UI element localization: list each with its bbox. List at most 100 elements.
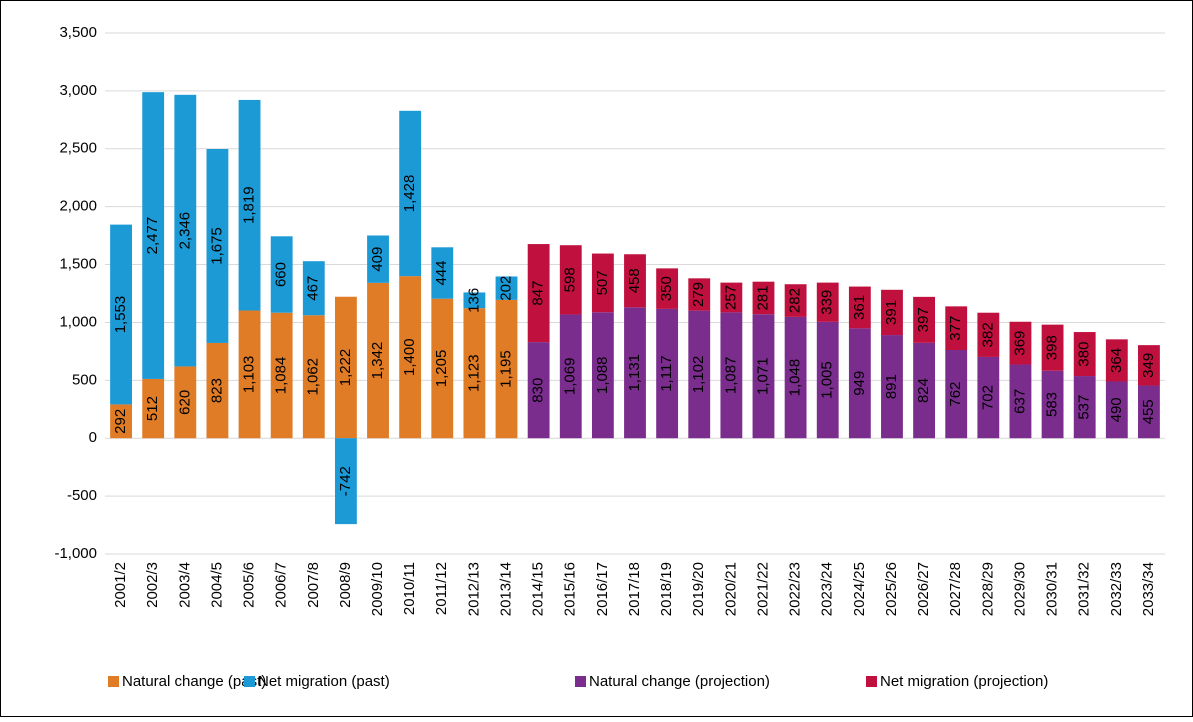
legend-label: Natural change (projection) [589, 673, 770, 690]
data-label: 282 [787, 288, 804, 313]
data-label: 1,222 [337, 349, 354, 387]
x-tick-label: 2003/4 [176, 562, 193, 608]
y-tick-label: -1,000 [54, 545, 97, 562]
data-label: 1,088 [594, 356, 611, 394]
bar-segment [238, 99, 261, 311]
data-label: 398 [1044, 335, 1061, 360]
bar-segment [495, 299, 518, 439]
y-tick-label: 2,000 [59, 198, 97, 215]
data-label: 1,117 [658, 355, 675, 391]
bar-segment [752, 281, 775, 315]
data-label: 1,428 [401, 175, 418, 213]
data-label: 637 [1011, 389, 1028, 414]
bar-segment [913, 296, 936, 343]
bar-segment [367, 235, 389, 283]
bar-segment [399, 276, 422, 439]
bar-segment [1105, 339, 1128, 382]
data-label: 1,087 [722, 357, 739, 395]
data-label: 1,205 [433, 350, 450, 388]
bar-segment [142, 92, 165, 379]
data-label: 1,048 [787, 359, 804, 397]
x-tick-label: 2032/33 [1108, 562, 1125, 616]
bar-segment [881, 335, 903, 439]
data-label: 1,131 [626, 354, 643, 392]
bar-segment [527, 342, 550, 439]
data-label: 1,062 [305, 358, 322, 396]
legend-label: Natural change (past) [122, 673, 266, 690]
data-label: 2,477 [144, 217, 161, 255]
data-label: 1,123 [465, 354, 482, 392]
bar-segment [720, 282, 743, 313]
bar-segment [238, 310, 261, 439]
data-label: 2,346 [176, 212, 193, 250]
data-label: 1,675 [208, 227, 225, 265]
data-label: 136 [465, 288, 482, 313]
bar-segment [367, 282, 389, 439]
bar-segment [206, 342, 229, 439]
data-label: 257 [722, 285, 739, 310]
y-tick-label: 0 [89, 429, 97, 446]
x-tick-label: 2001/2 [112, 562, 129, 608]
data-label: 292 [112, 409, 129, 434]
data-label: 537 [1076, 395, 1093, 420]
x-tick-label: 2016/17 [594, 562, 611, 616]
bar-segment [142, 378, 165, 439]
y-tick-label: 500 [72, 371, 97, 388]
bar-segment [270, 236, 293, 313]
bar-segment [559, 245, 582, 315]
data-label: 349 [1140, 353, 1157, 378]
bar-segment [591, 253, 614, 313]
legend-label: Net migration (projection) [880, 673, 1048, 690]
data-label: 823 [208, 378, 225, 403]
x-tick-label: 2031/32 [1076, 562, 1093, 616]
x-tick-label: 2006/7 [273, 562, 290, 608]
bar-segment [591, 312, 614, 439]
data-label: 1,195 [497, 350, 514, 388]
data-label: 380 [1076, 342, 1093, 367]
data-label: 512 [144, 396, 161, 421]
x-tick-label: 2014/15 [530, 562, 547, 616]
bar-segment [913, 342, 936, 439]
bar-segment [334, 296, 357, 439]
bar-segment [656, 268, 679, 309]
y-tick-label: 2,500 [59, 140, 97, 157]
x-tick-label: 2029/30 [1011, 562, 1028, 616]
bar-segment [1009, 364, 1032, 439]
data-label: 444 [433, 260, 450, 285]
bar-segment [1041, 370, 1064, 439]
bar-segment [752, 314, 775, 439]
x-tick-label: 2004/5 [208, 562, 225, 608]
data-label: 830 [530, 378, 547, 403]
x-tick-label: 2002/3 [144, 562, 161, 608]
data-label: 467 [305, 276, 322, 301]
bar-segment [784, 284, 807, 317]
x-tick-label: 2011/12 [433, 562, 450, 615]
data-label: -742 [337, 466, 354, 496]
data-label: 397 [915, 307, 932, 332]
bar-segment [463, 292, 486, 309]
bar-segment [848, 328, 871, 439]
data-label: 1,400 [401, 338, 418, 376]
bar-segment [174, 366, 197, 439]
data-label: 507 [594, 270, 611, 295]
bar-segment [848, 286, 871, 329]
x-tick-label: 2013/14 [497, 562, 514, 616]
bar-segment [399, 110, 422, 277]
data-label: 1,005 [819, 361, 836, 399]
data-label: 620 [176, 390, 193, 415]
data-label: 949 [851, 371, 868, 396]
legend-swatch [244, 676, 255, 687]
x-tick-label: 2030/31 [1044, 562, 1061, 616]
x-tick-label: 2005/6 [241, 562, 258, 608]
data-label: 377 [947, 316, 964, 341]
x-tick-label: 2015/16 [562, 562, 579, 616]
bar-segment [881, 289, 903, 336]
data-label: 598 [562, 267, 579, 292]
bar-segment [816, 321, 839, 439]
data-label: 762 [947, 382, 964, 407]
legend-swatch [575, 676, 586, 687]
x-tick-label: 2018/19 [658, 562, 675, 616]
data-label: 1,342 [369, 342, 386, 380]
legend-label: Net migration (past) [258, 673, 390, 690]
data-label: 458 [626, 268, 643, 293]
